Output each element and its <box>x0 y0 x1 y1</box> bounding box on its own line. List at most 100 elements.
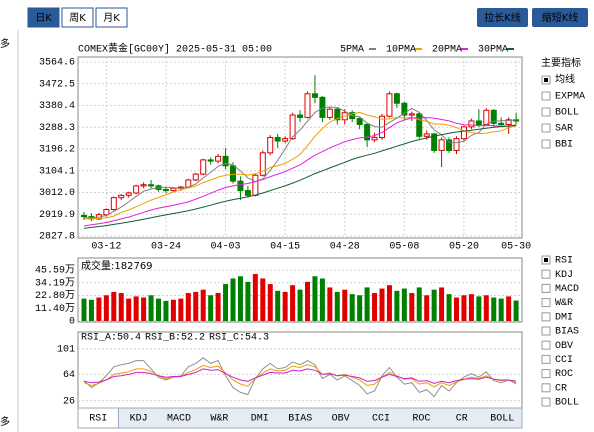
y-tick-label: 3104.1 <box>39 166 75 177</box>
indicator-line <box>84 111 517 220</box>
radio-box[interactable] <box>541 340 551 350</box>
candle-body <box>401 102 408 116</box>
radio-box[interactable] <box>541 383 551 393</box>
candle-body <box>237 180 244 192</box>
legend-label: 10PMA <box>386 45 416 56</box>
sub-indicator[interactable]: BOLL <box>555 398 579 409</box>
period-tab[interactable] <box>61 7 94 28</box>
volume-bar <box>275 290 281 321</box>
period-tab[interactable] <box>27 7 60 28</box>
radio-box[interactable] <box>541 312 551 322</box>
period-tab-label[interactable]: 月K <box>103 12 120 24</box>
y-tick-label: 2827.8 <box>39 232 75 243</box>
main-indicator[interactable]: BOLL <box>555 108 579 119</box>
sub-indicator[interactable]: CCI <box>555 355 573 366</box>
radio-box[interactable] <box>541 283 551 293</box>
volume-bar <box>461 295 467 321</box>
volume-bar <box>282 291 288 321</box>
candle-body <box>192 173 199 181</box>
bottom-tab[interactable]: W&R <box>210 414 228 425</box>
volume-bar <box>327 287 333 321</box>
candle-body <box>364 123 371 141</box>
chart-title: COMEX黄金[GC00Y] 2025-05-31 05:00 <box>78 42 272 56</box>
candle-body <box>140 184 147 187</box>
sub-indicator[interactable]: W&R <box>555 298 573 309</box>
zoom-button[interactable] <box>532 8 588 27</box>
legend-label: RSI_B:52.2 <box>145 333 205 344</box>
radio-box[interactable] <box>541 107 551 117</box>
period-tab-label[interactable]: 周K <box>69 12 86 24</box>
bottom-tab[interactable]: BIAS <box>288 414 312 425</box>
sub-indicator[interactable]: RSI <box>555 256 573 267</box>
sub-indicator[interactable]: CR <box>555 383 567 394</box>
y-tick-label: 3564.6 <box>39 58 75 69</box>
sub-indicator[interactable]: BIAS <box>555 327 579 338</box>
radio-box[interactable] <box>541 326 551 336</box>
y-tick-label: 0 <box>69 317 75 328</box>
x-tick-label: 05-08 <box>389 242 419 253</box>
volume-bar <box>312 276 318 321</box>
bottom-tab-active[interactable] <box>77 407 119 429</box>
period-tab[interactable] <box>95 7 128 28</box>
volume-bar <box>96 297 102 321</box>
indicator-line <box>83 368 517 384</box>
volume-bar <box>237 276 243 321</box>
bottom-tab[interactable]: OBV <box>332 414 350 425</box>
volume-bar <box>409 293 415 321</box>
sub-indicator[interactable]: MACD <box>555 284 579 295</box>
radio-box[interactable] <box>541 397 551 407</box>
candle-body <box>483 109 490 125</box>
radio-box[interactable] <box>541 298 551 308</box>
volume-bar <box>446 294 452 321</box>
radio-box[interactable] <box>541 123 551 133</box>
candle-body <box>438 139 445 151</box>
radio-box[interactable] <box>541 139 551 149</box>
candle-body <box>274 136 281 142</box>
volume-bar <box>200 289 206 321</box>
sub-indicator[interactable]: KDJ <box>555 270 573 281</box>
volume-bar <box>111 291 117 321</box>
volume-bar <box>118 293 124 321</box>
candle-body <box>490 109 497 124</box>
radio-box[interactable] <box>541 91 551 101</box>
sub-indicator[interactable]: OBV <box>555 341 573 352</box>
zoom-button-label[interactable]: 拉长K线 <box>484 11 521 24</box>
volume-bar <box>103 295 109 321</box>
candle-body <box>297 114 304 118</box>
legend-label: RSI_C:54.3 <box>209 333 269 344</box>
indicator-line <box>83 357 517 398</box>
sub-indicator[interactable]: ROC <box>555 369 573 380</box>
candle-body <box>282 138 289 142</box>
bottom-tab[interactable]: BOLL <box>490 414 514 425</box>
main-indicator[interactable]: BBI <box>555 140 573 151</box>
volume-bar <box>305 281 310 321</box>
main-indicator[interactable]: EXPMA <box>555 92 585 103</box>
candle-body <box>431 133 438 151</box>
radio-box[interactable] <box>541 354 551 364</box>
bottom-tab[interactable]: RSI <box>89 414 107 425</box>
candle-body <box>356 118 363 125</box>
bottom-tab[interactable]: DMI <box>251 414 269 425</box>
volume-bar <box>372 293 378 321</box>
volume-bar <box>223 284 229 321</box>
main-indicator[interactable]: 均线 <box>555 73 575 87</box>
bottom-tab[interactable]: ROC <box>412 414 430 425</box>
radio-box[interactable] <box>541 269 551 279</box>
y-tick-label: 101 <box>57 344 75 355</box>
candle-body <box>460 126 467 140</box>
y-tick-label: 11.40万 <box>35 303 75 315</box>
volume-bar <box>252 274 258 321</box>
volume-bar <box>439 287 445 321</box>
bottom-tab[interactable]: CCI <box>372 414 390 425</box>
period-tab-label[interactable]: 日K <box>35 13 52 24</box>
bottom-tab[interactable]: CR <box>456 414 468 425</box>
radio-dot <box>544 78 548 82</box>
bottom-tab[interactable]: MACD <box>167 414 191 425</box>
zoom-button[interactable] <box>477 8 528 27</box>
sub-indicator[interactable]: DMI <box>555 312 573 323</box>
zoom-button-label[interactable]: 缩短K线 <box>542 11 579 24</box>
main-indicator[interactable]: SAR <box>555 124 573 135</box>
bottom-tab[interactable]: KDJ <box>130 414 148 425</box>
radio-box[interactable] <box>541 369 551 379</box>
